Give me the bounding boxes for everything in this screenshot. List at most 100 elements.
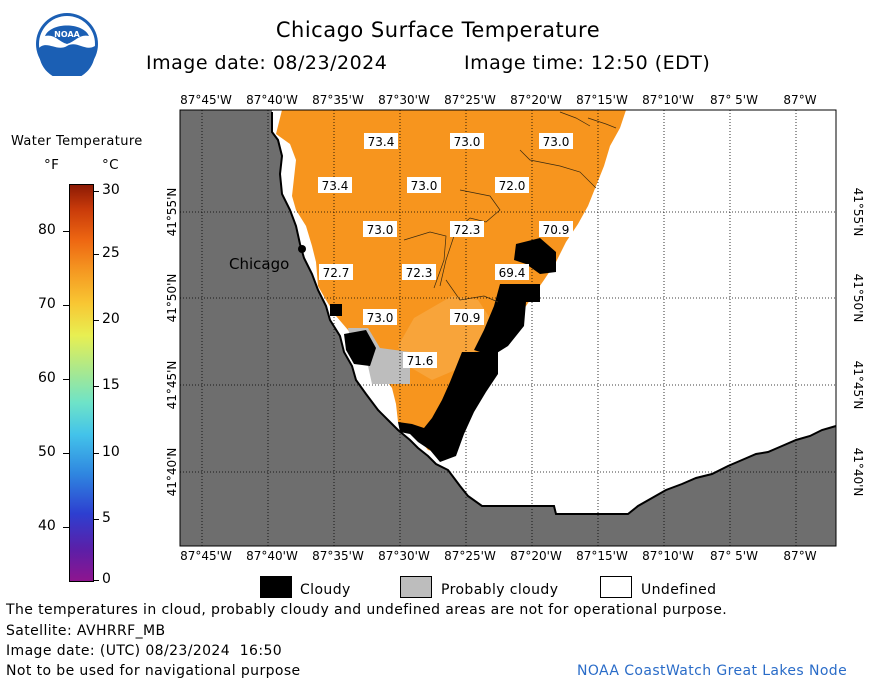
temp-label-box — [319, 264, 353, 280]
temp-label: 73.0 — [543, 135, 570, 149]
lon-label-top: 87°35'W — [312, 93, 364, 107]
colorbar-f-tick: 70 — [38, 296, 56, 312]
lon-label-top: 87° 5'W — [710, 93, 758, 107]
temp-label: 73.4 — [368, 135, 395, 149]
temp-label-box — [363, 221, 397, 237]
colorbar-tick-mark — [93, 320, 99, 321]
temp-label-box — [495, 264, 529, 280]
colorbar-c-tick: 20 — [102, 311, 120, 327]
temp-label: 69.4 — [499, 266, 526, 280]
temp-label: 73.4 — [322, 179, 349, 193]
lon-label-top: 87°W — [783, 93, 816, 107]
colorbar-f-tick: 60 — [38, 370, 56, 386]
temp-label-box — [402, 264, 436, 280]
colorbar-c-tick: 5 — [102, 510, 111, 526]
noaa-logo: NOAA — [35, 12, 99, 80]
colorbar-title: Water Temperature — [11, 134, 143, 149]
lon-label-top: 87°45'W — [180, 93, 232, 107]
lat-label-right: 41°55'N — [851, 188, 865, 237]
lat-label-left: 41°40'N — [165, 448, 179, 497]
temp-label-box — [539, 133, 573, 149]
lon-label-bottom: 87°30'W — [378, 549, 430, 563]
colorbar-tick-mark — [93, 453, 99, 454]
colorbar-tick-mark — [93, 254, 99, 255]
lon-label-bottom: 87°20'W — [510, 549, 562, 563]
colorbar — [69, 184, 94, 582]
temp-label: 70.9 — [543, 223, 570, 237]
colorbar-tick-mark — [63, 305, 69, 306]
temp-label-box — [407, 177, 441, 193]
colorbar-tick-mark — [93, 386, 99, 387]
lon-label-bottom: 87°35'W — [312, 549, 364, 563]
temp-label-box — [403, 352, 437, 368]
temp-label: 72.0 — [499, 179, 526, 193]
colorbar-tick-mark — [93, 580, 99, 581]
lon-label-bottom: 87°45'W — [180, 549, 232, 563]
nav-warning: Not to be used for navigational purpose — [6, 663, 301, 679]
lat-label-right: 41°45'N — [851, 361, 865, 410]
temp-label-box — [450, 309, 484, 325]
cloudy-label: Cloudy — [300, 582, 351, 598]
temp-label: 73.0 — [411, 179, 438, 193]
temp-label-box — [495, 177, 529, 193]
lon-label-bottom: 87° 5'W — [710, 549, 758, 563]
cloudy-swatch — [260, 576, 292, 598]
undefined-label: Undefined — [641, 582, 717, 598]
utc-date: Image date: (UTC) 08/23/2024 16:50 — [6, 643, 283, 659]
temp-label-box — [318, 177, 352, 193]
temp-label-box — [450, 133, 484, 149]
lat-label-right: 41°40'N — [851, 448, 865, 497]
colorbar-tick-mark — [93, 191, 99, 192]
lon-label-top: 87°30'W — [378, 93, 430, 107]
land-area — [180, 110, 836, 546]
temp-label-box — [539, 221, 573, 237]
lon-label-bottom: 87°25'W — [444, 549, 496, 563]
lon-label-top: 87°15'W — [576, 93, 628, 107]
temp-label: 73.0 — [367, 311, 394, 325]
lon-label-bottom: 87°W — [783, 549, 816, 563]
undefined-swatch — [600, 576, 632, 598]
colorbar-c-tick: 30 — [102, 182, 120, 198]
image-date: Image date: 08/23/2024 — [146, 52, 388, 74]
credit-link[interactable]: NOAA CoastWatch Great Lakes Node — [577, 663, 848, 679]
colorbar-c-tick: 10 — [102, 444, 120, 460]
chicago-label: Chicago — [229, 255, 289, 273]
temp-label: 72.3 — [406, 266, 433, 280]
temp-label: 71.6 — [407, 354, 434, 368]
lon-label-top: 87°20'W — [510, 93, 562, 107]
colorbar-tick-mark — [63, 231, 69, 232]
lat-label-right: 41°50'N — [851, 274, 865, 323]
colorbar-tick-mark — [63, 379, 69, 380]
temp-label: 72.7 — [323, 266, 350, 280]
probably-cloudy-swatch — [400, 576, 432, 598]
lon-label-bottom: 87°15'W — [576, 549, 628, 563]
cloud-areas — [330, 238, 556, 462]
temp-label: 73.0 — [454, 135, 481, 149]
lat-label-left: 41°50'N — [165, 274, 179, 323]
water-area — [276, 110, 626, 452]
lat-label-left: 41°45'N — [165, 361, 179, 410]
colorbar-c-tick: 15 — [102, 377, 120, 393]
chicago-marker — [298, 245, 306, 253]
colorbar-f-tick: 80 — [38, 222, 56, 238]
colorbar-f-tick: 50 — [38, 444, 56, 460]
colorbar-tick-mark — [93, 519, 99, 520]
lat-label-left: 41°55'N — [165, 188, 179, 237]
disclaimer: The temperatures in cloud, probably clou… — [6, 602, 728, 618]
image-time: Image time: 12:50 (EDT) — [464, 52, 711, 74]
colorbar-f-tick: 40 — [38, 518, 56, 534]
lon-label-bottom: 87°40'W — [246, 549, 298, 563]
probably-cloudy-label: Probably cloudy — [441, 582, 559, 598]
colorbar-c-tick: 25 — [102, 245, 120, 261]
colorbar-unit-f: °F — [44, 157, 60, 173]
satellite-info: Satellite: AVHRRF_MB — [6, 623, 166, 639]
page-title: Chicago Surface Temperature — [275, 18, 601, 42]
lon-label-top: 87°10'W — [642, 93, 694, 107]
temp-label-box — [364, 133, 398, 149]
temp-label: 70.9 — [454, 311, 481, 325]
colorbar-unit-c: °C — [102, 157, 119, 173]
temp-label-box — [363, 309, 397, 325]
temp-label: 73.0 — [367, 223, 394, 237]
logo-text: NOAA — [54, 30, 80, 39]
